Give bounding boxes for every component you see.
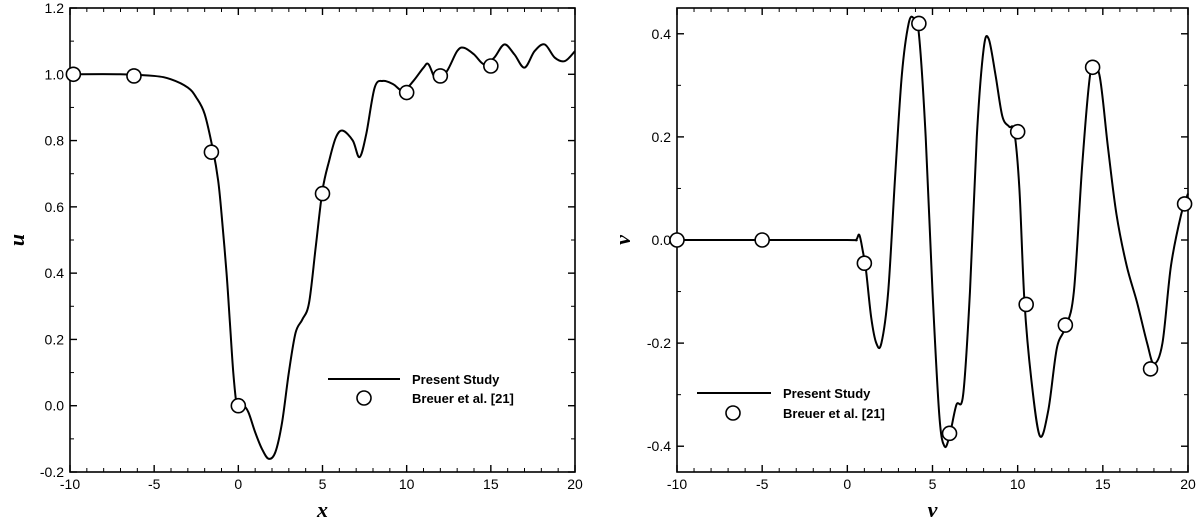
x-tick-label: -5: [756, 476, 769, 492]
legend: Present Study Breuer et al. [21]: [328, 372, 514, 406]
data-point-breuer: [941, 425, 958, 442]
legend-label-breuer: Breuer et al. [21]: [783, 406, 885, 421]
legend-label-breuer: Breuer et al. [21]: [412, 391, 514, 406]
x-axis-label: v: [928, 497, 938, 522]
x-tick-label: 20: [1180, 476, 1196, 492]
y-tick-label: 0.4: [45, 265, 65, 281]
data-point-breuer: [754, 232, 770, 248]
x-tick-label: 0: [843, 476, 851, 492]
series-line-present-study: [69, 43, 576, 460]
x-tick-label: 10: [1010, 476, 1026, 492]
y-axis-label: v: [610, 235, 635, 245]
y-tick-label: 0.4: [652, 26, 672, 42]
legend: Present Study Breuer et al. [21]: [697, 386, 885, 421]
series-line-present-study: [677, 15, 1189, 449]
x-tick-label: -10: [60, 476, 80, 492]
data-point-breuer: [1176, 196, 1193, 212]
y-tick-label: -0.4: [647, 438, 671, 454]
x-tick-label: 10: [399, 476, 415, 492]
x-tick-label: 15: [483, 476, 499, 492]
data-point-breuer: [432, 68, 449, 84]
y-tick-label: 0.6: [45, 199, 65, 215]
legend-marker-swatch: [725, 405, 741, 421]
y-axis-label: u: [4, 234, 29, 246]
y-tick-label: 0.0: [652, 232, 672, 248]
data-point-breuer: [314, 185, 331, 202]
x-tick-label: 20: [567, 476, 583, 492]
data-point-breuer: [1084, 59, 1101, 76]
y-tick-label: -0.2: [40, 464, 64, 480]
y-tick-label: -0.2: [647, 335, 671, 351]
data-point-breuer: [911, 15, 927, 32]
data-point-breuer: [230, 397, 247, 414]
x-axis-label: x: [316, 497, 328, 522]
y-tick-label: 0.0: [45, 398, 65, 414]
v-velocity-chart: -10 -5 0 5 10 15 20 -0.4 -0.2 0.0 0.2 0.4 v v Present …: [610, 7, 1196, 522]
data-point-breuer: [1142, 361, 1159, 377]
x-tick-label: -5: [148, 476, 161, 492]
data-point-breuer: [669, 232, 685, 248]
x-tick-label: 15: [1095, 476, 1111, 492]
data-point-breuer: [1057, 317, 1074, 333]
y-tick-label: 0.8: [45, 133, 65, 149]
data-point-breuer: [203, 144, 220, 160]
legend-marker-swatch: [356, 390, 372, 406]
y-tick-label: 0.2: [45, 331, 65, 347]
y-tick-label: 0.2: [652, 129, 672, 145]
data-point-breuer: [1018, 296, 1034, 313]
x-tick-label: 5: [929, 476, 937, 492]
x-tick-label: -10: [667, 476, 687, 492]
legend-label-present-study: Present Study: [783, 386, 871, 401]
x-tick-label: 5: [319, 476, 327, 492]
data-point-breuer: [1009, 123, 1026, 140]
data-point-breuer: [65, 66, 82, 83]
data-point-breuer: [856, 255, 873, 272]
x-tick-label: 0: [234, 476, 242, 492]
data-point-breuer: [398, 84, 415, 101]
y-tick-label: 1.0: [45, 66, 65, 82]
legend-label-present-study: Present Study: [412, 372, 500, 387]
data-point-breuer: [126, 68, 142, 84]
y-tick-label: 1.2: [45, 0, 65, 16]
data-point-breuer: [483, 58, 499, 74]
u-velocity-chart: -10 -5 0 5 10 15 20 -0.2 0.0 0.2 0.4 0.6 0.8 1.0 1.2 x u…: [4, 0, 583, 522]
